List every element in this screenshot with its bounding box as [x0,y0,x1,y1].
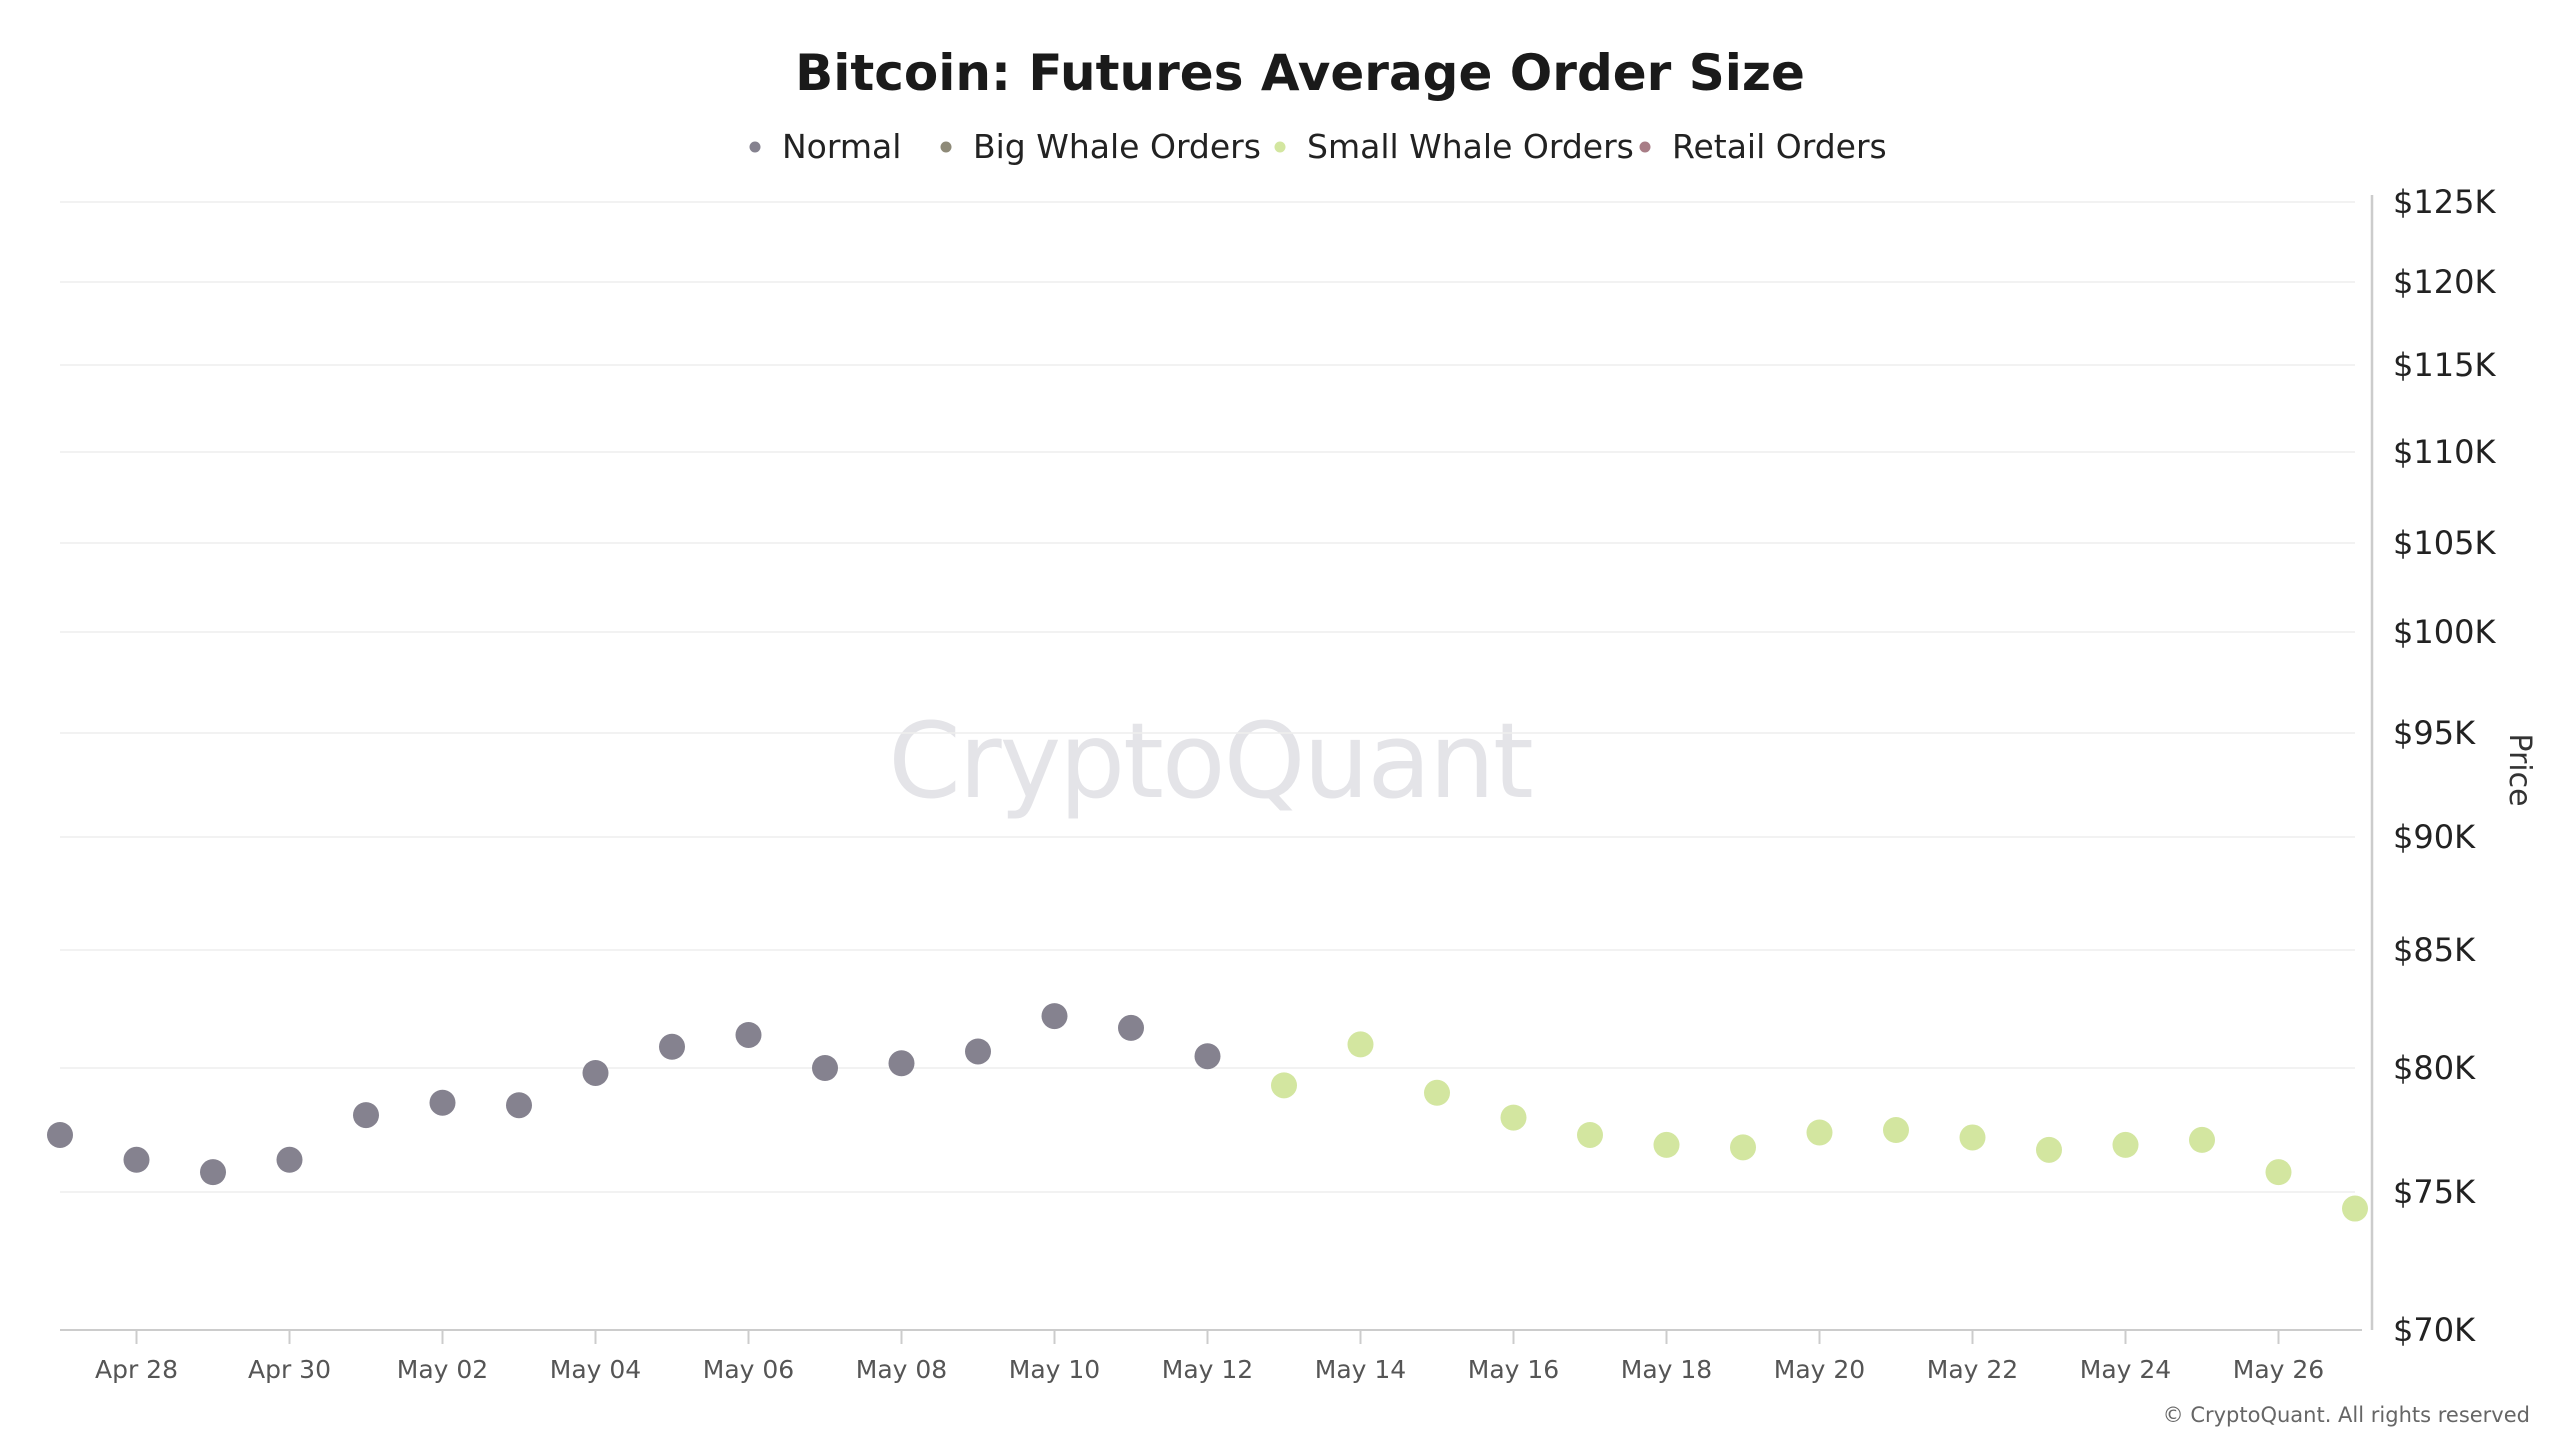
legend-label: Normal [782,127,901,166]
y-axis-title: Price [2502,733,2537,806]
legend-item[interactable]: Small Whale Orders [1274,127,1634,166]
legend-label: Big Whale Orders [973,127,1261,166]
legend-marker [1639,141,1651,153]
data-point[interactable] [2342,1195,2368,1222]
x-tick-label: Apr 28 [95,1355,178,1384]
x-tick-label: May 18 [1621,1355,1712,1384]
x-tick-label: May 10 [1009,1355,1100,1384]
y-tick-label: $95K [2393,714,2476,752]
data-point[interactable] [1959,1124,1986,1151]
data-point[interactable] [1500,1104,1527,1131]
data-point[interactable] [276,1146,303,1173]
data-point[interactable] [888,1050,915,1077]
y-tick-label: $85K [2393,931,2476,969]
data-point[interactable] [2112,1131,2139,1158]
x-tick-label: May 16 [1468,1355,1559,1384]
data-point[interactable] [1653,1131,1680,1158]
legend-item[interactable]: Big Whale Orders [940,127,1261,166]
data-point[interactable] [1347,1031,1374,1058]
data-point[interactable] [735,1021,762,1048]
y-tick-label: $100K [2393,613,2496,651]
legend-marker [940,141,952,153]
data-point[interactable] [812,1055,838,1081]
data-point[interactable] [1730,1134,1756,1161]
x-tick-label: May 20 [1774,1355,1865,1384]
y-tick-label: $75K [2393,1173,2476,1211]
x-tick-label: May 02 [397,1355,488,1384]
data-point[interactable] [659,1033,685,1060]
x-tick-label: May 06 [703,1355,794,1384]
legend-item[interactable]: Normal [749,127,902,166]
y-tick-label: $70K [2393,1311,2476,1349]
data-point[interactable] [2189,1126,2215,1153]
data-point[interactable] [1806,1119,1833,1146]
data-point[interactable] [965,1038,991,1065]
x-tick-label: May 08 [856,1355,947,1384]
data-point[interactable] [429,1089,456,1116]
data-point[interactable] [47,1121,73,1148]
watermark: CryptoQuant [888,700,1532,822]
data-point[interactable] [353,1102,379,1129]
x-tick-label: May 12 [1162,1355,1253,1384]
data-point[interactable] [1041,1003,1068,1030]
legend-label: Retail Orders [1672,127,1887,166]
x-tick-label: May 24 [2080,1355,2171,1384]
y-tick-label: $90K [2393,818,2476,856]
x-tick-label: May 26 [2233,1355,2324,1384]
data-point[interactable] [582,1059,609,1086]
y-tick-label: $115K [2393,346,2496,384]
data-point[interactable] [1194,1043,1221,1070]
y-tick-label: $80K [2393,1049,2476,1087]
axis-layer: $70K $75K $80K $85K $90K $95K $100K $105K $110K $… [60,183,2496,1384]
x-tick-label: Apr 30 [248,1355,331,1384]
data-point[interactable] [1883,1117,1909,1143]
chart-title: Bitcoin: Futures Average Order Size [795,44,1805,102]
legend-item[interactable]: Retail Orders [1639,127,1887,166]
data-point[interactable] [1577,1121,1603,1148]
data-point[interactable] [1271,1072,1297,1099]
legend: Normal Big Whale Orders Small Whale Orders… [749,127,1887,166]
points-layer [47,1003,2368,1222]
x-tick-label: May 14 [1315,1355,1406,1384]
data-point[interactable] [2265,1159,2292,1186]
data-point[interactable] [200,1159,226,1186]
legend-marker [749,141,761,153]
data-point[interactable] [1118,1014,1144,1041]
grid-layer [60,201,2355,1193]
data-point[interactable] [2036,1136,2062,1163]
data-point[interactable] [506,1092,532,1119]
y-tick-label: $120K [2393,263,2496,301]
data-point[interactable] [1424,1079,1450,1106]
x-tick-label: May 04 [550,1355,641,1384]
data-point[interactable] [123,1146,150,1173]
y-tick-label: $105K [2393,524,2496,562]
legend-marker [1274,141,1286,153]
copyright-text: © CryptoQuant. All rights reserved [2163,1403,2530,1427]
x-tick-label: May 22 [1927,1355,2018,1384]
y-tick-label: $110K [2393,433,2496,471]
legend-label: Small Whale Orders [1307,127,1634,166]
y-tick-label: $125K [2393,183,2496,221]
